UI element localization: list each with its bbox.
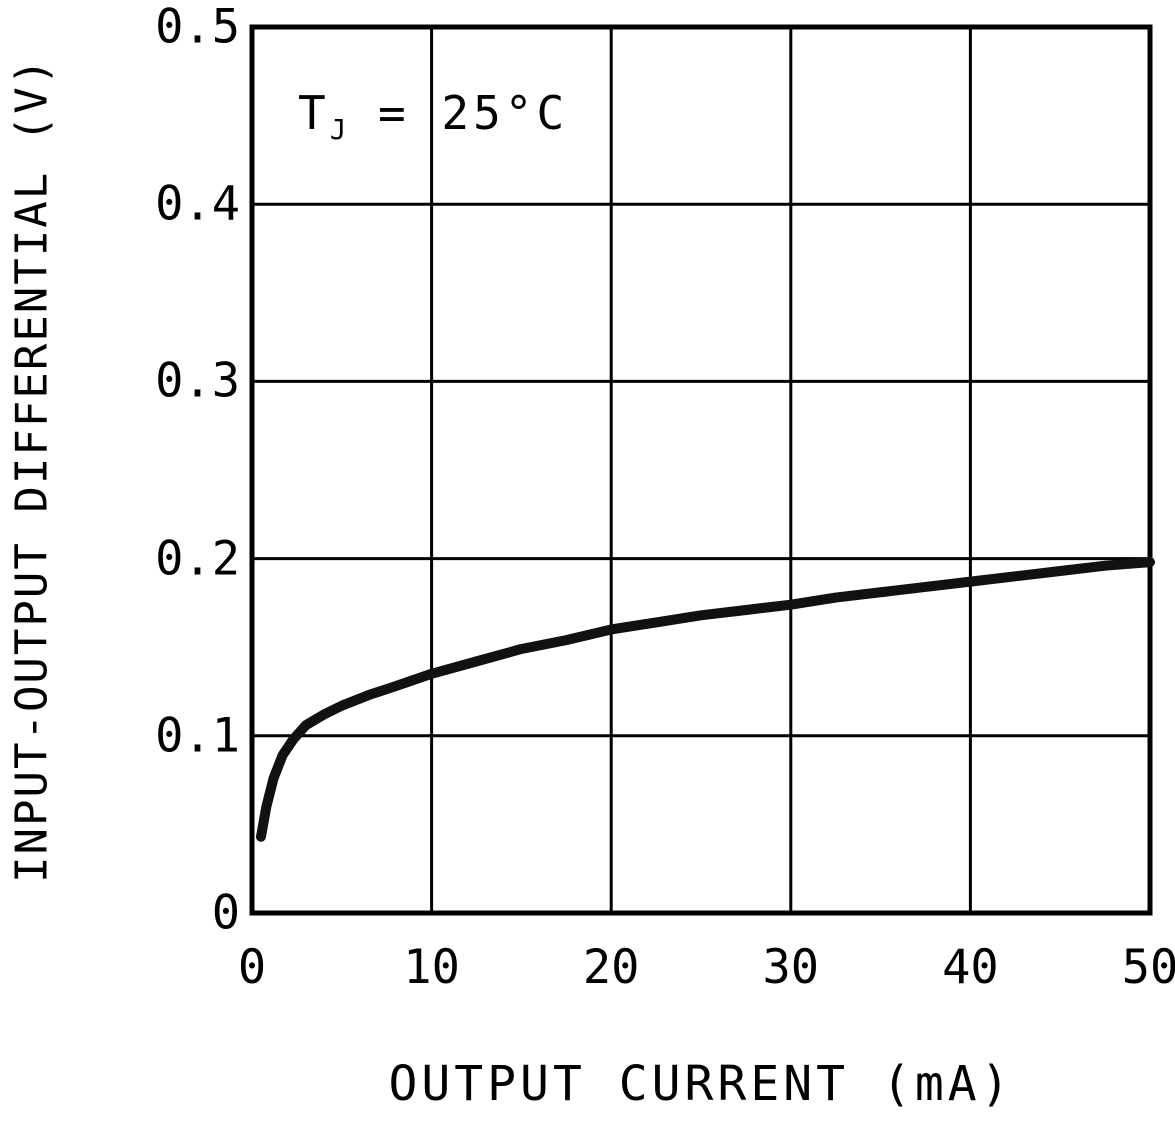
annotation-value: = 25°C xyxy=(346,86,569,140)
x-tick-label: 0 xyxy=(237,940,267,995)
y-tick-label: 0.4 xyxy=(155,176,240,232)
x-tick-label: 40 xyxy=(942,940,999,995)
annotation-subscript: J xyxy=(329,113,347,147)
x-tick-label: 30 xyxy=(762,940,820,995)
plot-area xyxy=(249,24,1155,916)
plot-border xyxy=(249,24,1153,916)
x-axis-title: OUTPUT CURRENT (mA) xyxy=(388,1056,1014,1112)
x-tick-label: 20 xyxy=(582,940,640,995)
y-tick-label: 0.2 xyxy=(155,531,240,587)
series-input-output-differential xyxy=(255,557,1155,842)
y-axis-title: INPUT-OUTPUT DIFFERENTIAL (V) xyxy=(6,56,58,884)
x-tick-label: 50 xyxy=(1121,940,1175,995)
y-tick-labels: 0 0.1 0.2 0.3 0.4 0.5 xyxy=(70,0,240,941)
x-tick-label: 10 xyxy=(403,940,460,995)
y-tick-label: 0.5 xyxy=(155,0,240,55)
y-tick-label: 0 xyxy=(211,885,240,941)
x-tick-labels: 0 10 20 30 40 50 xyxy=(238,940,1175,1004)
y-tick-label: 0.1 xyxy=(155,708,240,764)
y-tick-label: 0.3 xyxy=(155,353,240,409)
annotation-symbol: T xyxy=(298,86,330,140)
junction-temperature-annotation: TJ = 25°C xyxy=(298,86,568,146)
